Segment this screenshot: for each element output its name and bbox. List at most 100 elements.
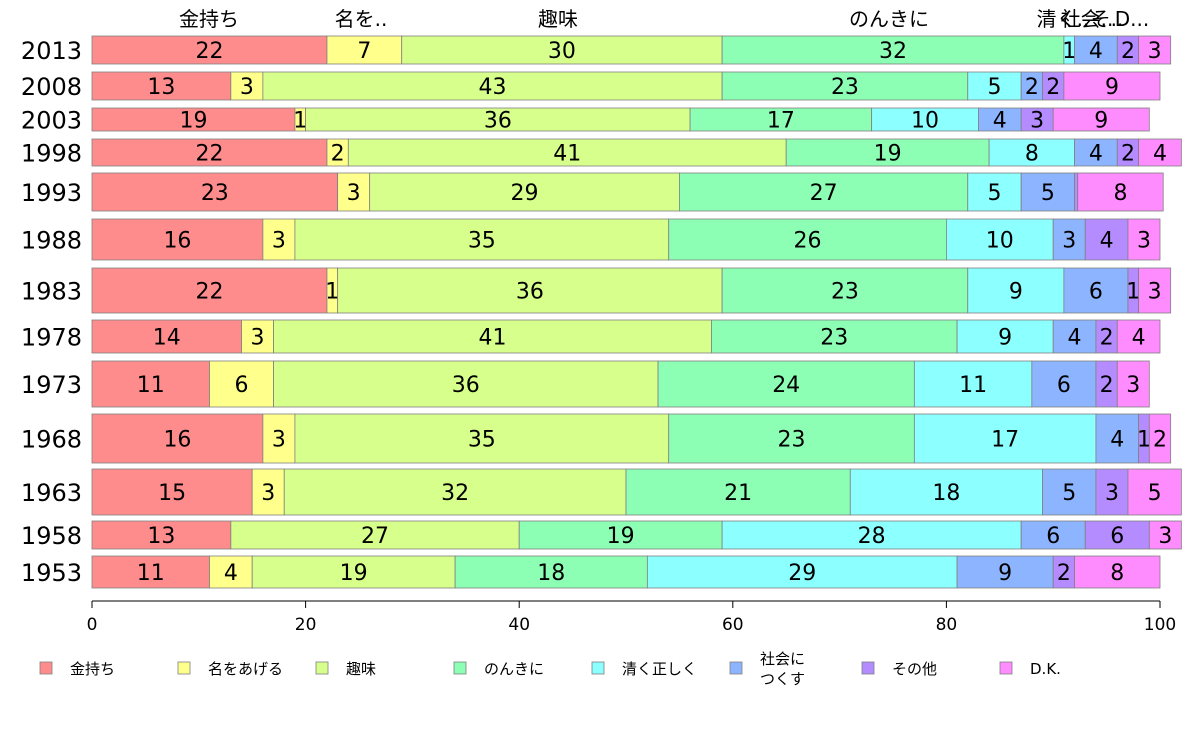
- year-axis-labels: 2013 2008 2003 1998 1993 1988 1983 1978 1973 1968…: [21, 37, 82, 587]
- data-label: 4: [1110, 428, 1124, 453]
- bar-segment: [625, 468, 851, 516]
- bar-segment: [1127, 218, 1161, 261]
- x-tick-label: 0: [87, 615, 98, 635]
- year-label: 1998: [21, 140, 82, 168]
- bar-segment: [849, 468, 1043, 516]
- data-label: 3: [251, 326, 265, 351]
- bar-segment: [1148, 413, 1172, 464]
- data-label: 41: [553, 142, 581, 167]
- bar-segment: [326, 35, 403, 65]
- data-label: 32: [879, 39, 907, 64]
- bar-segment: [401, 35, 723, 65]
- data-label: 10: [986, 229, 1014, 254]
- bar-segment: [657, 360, 915, 408]
- data-label: 18: [537, 561, 565, 586]
- year-label: 2003: [21, 107, 82, 135]
- data-label: 1: [1137, 428, 1151, 453]
- data-label: 2: [1121, 39, 1135, 64]
- data-label: 36: [484, 109, 512, 134]
- legend-label: 名をあげる: [208, 660, 283, 678]
- data-label: 24: [772, 373, 800, 398]
- data-label: 6: [235, 373, 249, 398]
- data-label: 9: [998, 326, 1012, 351]
- data-label: 22: [195, 39, 223, 64]
- top-label: 名を..: [335, 7, 388, 31]
- bar-segment: [956, 319, 1054, 354]
- bar-segment: [91, 555, 210, 589]
- bar-segment: [209, 360, 274, 408]
- bar-segment: [1020, 172, 1075, 212]
- data-label: 2: [1121, 142, 1135, 167]
- legend-label: その他: [892, 660, 937, 678]
- bar-segment: [91, 218, 264, 261]
- data-label: 23: [778, 428, 806, 453]
- bar-segment: [337, 172, 371, 212]
- data-label: 11: [137, 373, 165, 398]
- bars: 22 7 30 32 1 4 2 313 3 43 23 5 2 2 919 1 36 17 10 4 3 922 2 41 1…: [91, 35, 1182, 589]
- data-label: 1: [1062, 39, 1076, 64]
- data-label: 2: [1046, 75, 1060, 100]
- data-label: 16: [163, 428, 191, 453]
- data-label: 43: [479, 75, 507, 100]
- bar-segment: [1138, 138, 1182, 167]
- data-label: 18: [932, 481, 960, 506]
- bar-segment: [294, 218, 670, 261]
- data-label: 4: [1132, 326, 1146, 351]
- legend-swatch: [315, 661, 329, 675]
- bar-segment: [1138, 267, 1172, 314]
- legend-swatch: [177, 661, 191, 675]
- year-label: 2013: [21, 37, 82, 65]
- data-label: 23: [831, 280, 859, 305]
- bar-segment: [251, 468, 285, 516]
- x-tick-label: 60: [722, 615, 744, 635]
- data-label: 3: [347, 181, 361, 206]
- data-label: 3: [1158, 524, 1172, 549]
- data-label: 8: [1110, 561, 1124, 586]
- data-label: 4: [993, 109, 1007, 134]
- year-label: 1993: [21, 179, 82, 207]
- data-label: 19: [607, 524, 635, 549]
- bar-segment: [668, 218, 947, 261]
- data-label: 23: [201, 181, 229, 206]
- data-label: 11: [137, 561, 165, 586]
- bar-segment: [721, 520, 1022, 550]
- data-label: 2: [331, 142, 345, 167]
- data-label: 32: [441, 481, 469, 506]
- bar-segment: [956, 555, 1054, 589]
- year-label: 1968: [21, 426, 82, 454]
- bar-segment: [262, 413, 296, 464]
- data-label: 3: [1148, 39, 1162, 64]
- data-label: 4: [1089, 142, 1103, 167]
- data-label: 8: [1113, 181, 1127, 206]
- bar-segment: [1074, 138, 1118, 167]
- data-label: 2: [1100, 326, 1114, 351]
- data-label: 4: [1153, 142, 1167, 167]
- data-label: 35: [468, 229, 496, 254]
- data-label: 30: [548, 39, 576, 64]
- data-label: 36: [516, 280, 544, 305]
- top-label: D...: [1115, 7, 1149, 31]
- year-label: 1978: [21, 324, 82, 352]
- year-label: 1983: [21, 278, 82, 306]
- data-label: 3: [1062, 229, 1076, 254]
- bar-segment: [91, 71, 232, 101]
- data-label: 1: [1126, 280, 1140, 305]
- data-label: 3: [240, 75, 254, 100]
- data-label: 13: [147, 75, 175, 100]
- bar-segment: [913, 360, 1033, 408]
- bar-segment: [91, 360, 210, 408]
- year-label: 1958: [21, 522, 82, 550]
- data-label: 14: [153, 326, 181, 351]
- bar-segment: [679, 172, 969, 212]
- data-label: 9: [1105, 75, 1119, 100]
- legend-label: 金持ち: [70, 660, 115, 678]
- data-label: 16: [163, 229, 191, 254]
- top-label: のんきに: [849, 7, 929, 31]
- data-label: 22: [195, 280, 223, 305]
- bar-segment: [337, 267, 723, 314]
- bar-segment: [1138, 35, 1172, 65]
- bar-segment: [273, 360, 659, 408]
- data-label: 2: [1153, 428, 1167, 453]
- legend-swatch: [39, 661, 53, 675]
- year-label: 1953: [21, 559, 82, 587]
